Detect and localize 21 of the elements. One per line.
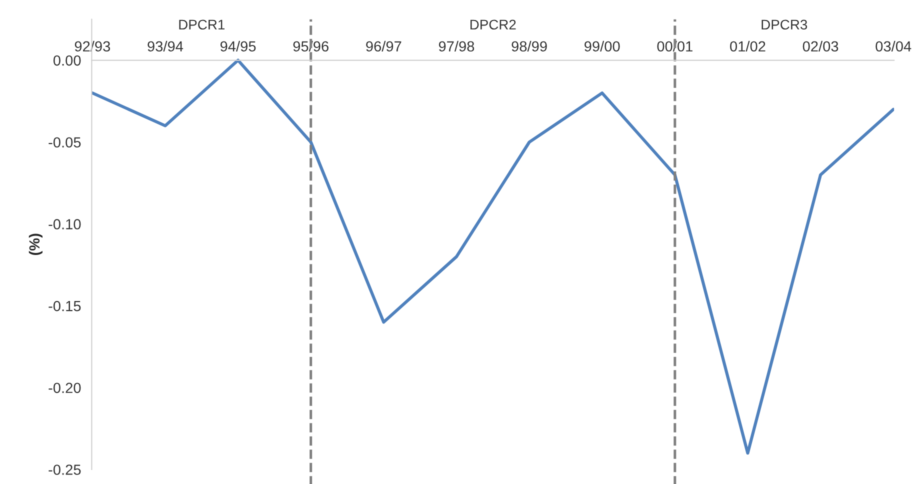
x-tick-label: 01/02 [730, 40, 766, 52]
y-tick-label: -0.15 [48, 300, 81, 312]
y-tick-label: -0.10 [48, 219, 81, 230]
x-tick-label: 96/97 [366, 40, 402, 52]
annotation: DPCR3 [762, 20, 808, 30]
y-tick-label: 0.00 [53, 55, 81, 66]
x-tick-label: 99/00 [584, 40, 620, 52]
y-tick-label: -0.05 [48, 137, 81, 148]
y-axis-title: (%) [28, 234, 42, 256]
line-series [92, 58, 894, 455]
x-tick-label: 94/95 [220, 40, 256, 52]
x-tick-label: 98/99 [512, 40, 547, 52]
annotation: DPCR2 [470, 20, 516, 30]
x-tick-label: 93/94 [148, 40, 184, 52]
annotation: DPCR1 [179, 20, 225, 30]
y-tick-label: -0.25 [48, 464, 81, 475]
x-tick-label: 03/04 [876, 40, 912, 52]
x-tick-label: 92/93 [74, 40, 110, 52]
x-tick-label: 02/03 [802, 40, 838, 52]
x-tick-label: 97/98 [438, 40, 474, 52]
y-tick-label: -0.20 [48, 382, 81, 394]
